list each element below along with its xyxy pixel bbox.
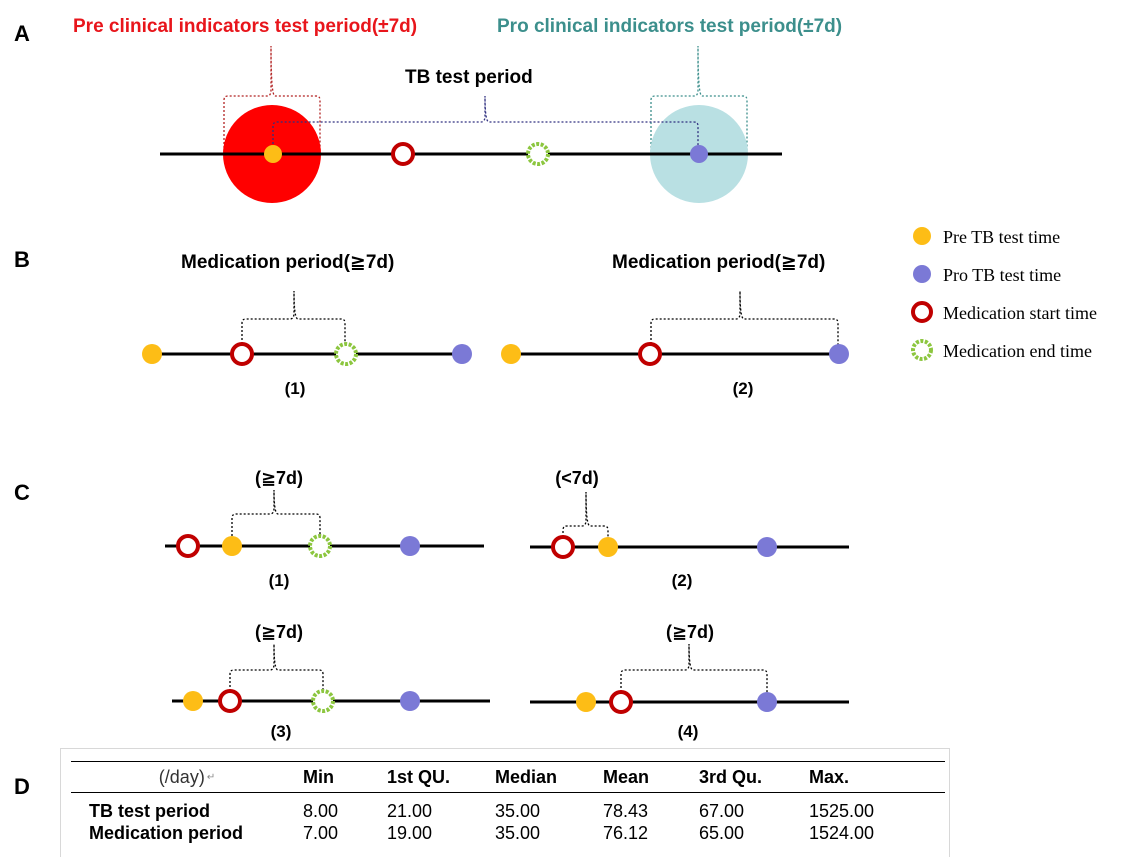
cell-3rd-qu: 65.00 [699,822,809,844]
med-end-marker [528,144,548,164]
med-end-marker [336,344,356,364]
cell-median: 35.00 [495,793,603,823]
col-3rd-qu: 3rd Qu. [699,762,809,793]
cell-mean: 78.43 [603,793,699,823]
legend-pre-icon [913,227,931,245]
cell-min: 7.00 [303,822,387,844]
pro-tb-dot [757,692,777,712]
c1-brace [232,490,320,544]
med-brace-2 [651,291,838,352]
cell-max: 1525.00 [809,793,945,823]
table-header-row: (/day) ↵ Min 1st QU. Median Mean 3rd Qu. … [71,762,945,793]
row-label: TB test period [71,793,303,823]
pro-tb-dot [757,537,777,557]
summary-stats-panel: (/day) ↵ Min 1st QU. Median Mean 3rd Qu. … [60,748,950,857]
legend-start-icon [913,303,931,321]
legend-end-label: Medication end time [943,341,1092,361]
unit-header: (/day) ↵ [71,762,303,793]
col-max: Max. [809,762,945,793]
med-start-marker [553,537,573,557]
c3-brace [230,644,323,699]
unit-header-text: (/day) [159,767,205,787]
pro-tb-dot [400,536,420,556]
c1-duration-label: (≧7d) [255,468,303,488]
legend-pro-icon [913,265,931,283]
case-label-c4: (4) [678,722,699,741]
pre-tb-dot [576,692,596,712]
pro-tb-dot [400,691,420,711]
c2-brace [563,492,608,545]
pre-period-title: Pre clinical indicators test period(±7d) [73,16,417,37]
cell-min: 8.00 [303,793,387,823]
table-row: TB test period 8.00 21.00 35.00 78.43 67… [71,793,945,823]
table-row: Medication period 7.00 19.00 35.00 76.12… [71,822,945,844]
pre-tb-dot [598,537,618,557]
case-label-c2: (2) [672,571,693,590]
panel-letter-b: B [14,247,30,272]
med-end-marker [310,536,330,556]
legend: Pre TB test time Pro TB test time Medica… [913,227,1097,361]
c2-duration-label: (<7d) [555,468,599,488]
col-min: Min [303,762,387,793]
pro-tb-dot [690,145,708,163]
panel-letter-c: C [14,480,30,505]
legend-pro-label: Pro TB test time [943,265,1061,285]
col-mean: Mean [603,762,699,793]
pre-tb-dot [183,691,203,711]
legend-start-label: Medication start time [943,303,1097,323]
case-label-c3: (3) [271,722,292,741]
case-label-b2: (2) [733,379,754,398]
pro-period-title: Pro clinical indicators test period(±7d) [497,16,842,37]
panel-letter-a: A [14,21,30,46]
case-label-b1: (1) [285,379,306,398]
pre-tb-dot [222,536,242,556]
pre-tb-dot [264,145,282,163]
col-1st-qu: 1st QU. [387,762,495,793]
med-period-title-1: Medication period(≧7d) [181,252,394,273]
med-start-marker [220,691,240,711]
c4-brace [621,644,767,700]
panel-b: Medication period(≧7d) Medication period… [142,252,849,398]
return-mark-icon: ↵ [207,772,215,783]
c3-duration-label: (≧7d) [255,622,303,642]
panel-c: (≧7d) (1) (<7d) (2) (≧7d) (3) (≧7d) (4) [165,468,849,741]
col-median: Median [495,762,603,793]
pro-tb-dot [829,344,849,364]
pre-tb-dot [142,344,162,364]
c4-duration-label: (≧7d) [666,622,714,642]
panel-letter-d: D [14,774,30,800]
med-period-title-2: Medication period(≧7d) [612,252,825,273]
case-label-c1: (1) [269,571,290,590]
cell-1st-qu: 21.00 [387,793,495,823]
pro-tb-dot [452,344,472,364]
med-end-marker [313,691,333,711]
med-start-marker [611,692,631,712]
med-start-marker [232,344,252,364]
cell-1st-qu: 19.00 [387,822,495,844]
pre-tb-dot [501,344,521,364]
tb-period-brace [273,96,698,152]
timeline-diagram: A B C Pre clinical indicators test perio… [0,0,1124,748]
cell-3rd-qu: 67.00 [699,793,809,823]
row-label: Medication period [71,822,303,844]
cell-mean: 76.12 [603,822,699,844]
panel-a: Pre clinical indicators test period(±7d)… [73,16,842,203]
med-start-marker [393,144,413,164]
cell-median: 35.00 [495,822,603,844]
med-start-marker [640,344,660,364]
tb-period-title: TB test period [405,67,533,88]
legend-end-icon [913,341,931,359]
summary-stats-table: (/day) ↵ Min 1st QU. Median Mean 3rd Qu. … [71,761,945,844]
cell-max: 1524.00 [809,822,945,844]
legend-pre-label: Pre TB test time [943,227,1060,247]
med-start-marker [178,536,198,556]
med-brace-1 [242,291,345,352]
